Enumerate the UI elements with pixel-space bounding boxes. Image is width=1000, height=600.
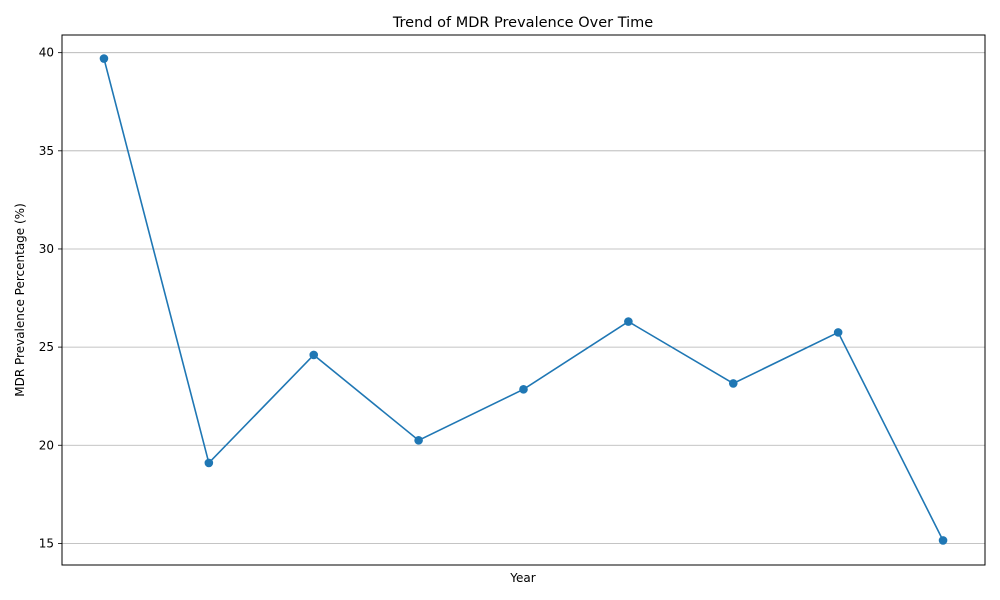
x-axis-label: Year [509,571,535,585]
y-tick-label: 20 [39,438,54,452]
data-point [624,317,633,326]
plot-area-frame [61,34,986,566]
data-point [938,536,948,545]
gridlines [62,52,985,544]
y-axis-label: MDR Prevalence Percentage (%) [13,203,27,396]
y-axis-ticks: 15 20 25 30 35 40 [39,46,62,550]
data-point [204,458,214,468]
y-tick-label: 30 [39,242,54,256]
data-point [309,350,319,360]
y-tick-label: 15 [39,536,54,550]
y-tick-label: 40 [39,46,54,60]
data-point [519,385,528,394]
y-tick-label: 35 [39,144,54,158]
chart-title: Trend of MDR Prevalence Over Time [392,15,653,31]
data-point [414,436,423,445]
data-point [99,54,109,63]
data-point [728,379,738,388]
data-point [833,328,843,337]
y-tick-label: 25 [39,340,54,354]
series-layer [99,54,948,545]
series-line [103,58,944,541]
